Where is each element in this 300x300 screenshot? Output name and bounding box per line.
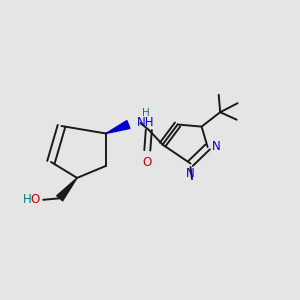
Text: O: O bbox=[30, 193, 40, 206]
Text: H: H bbox=[142, 108, 150, 118]
Text: H: H bbox=[22, 193, 31, 206]
Text: N: N bbox=[186, 167, 195, 180]
Text: NH: NH bbox=[137, 116, 154, 130]
Text: O: O bbox=[143, 156, 152, 169]
Polygon shape bbox=[57, 178, 77, 201]
Text: N: N bbox=[212, 140, 220, 154]
Polygon shape bbox=[106, 121, 130, 134]
